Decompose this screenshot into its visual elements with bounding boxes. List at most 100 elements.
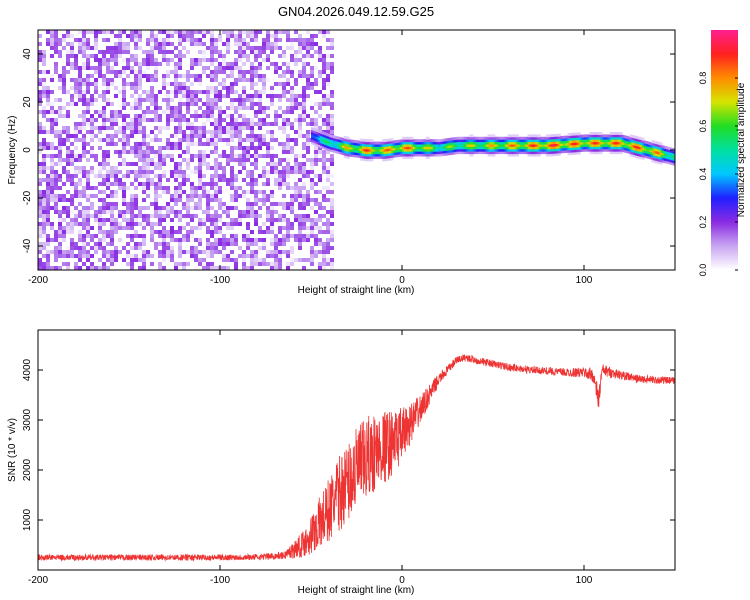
- ridge-cell: [665, 148, 669, 152]
- ridge-cell: [631, 137, 634, 141]
- noise-cell: [210, 138, 214, 142]
- noise-cell: [322, 70, 326, 74]
- noise-cell: [310, 262, 314, 266]
- noise-cell: [122, 30, 126, 34]
- ridge-cell: [456, 146, 459, 150]
- noise-cell: [74, 102, 78, 106]
- ridge-cell: [543, 148, 547, 152]
- ridge-cell: [547, 144, 550, 147]
- noise-cell: [98, 210, 102, 214]
- noise-cell: [94, 186, 98, 190]
- noise-cell: [314, 150, 318, 154]
- noise-cell: [290, 70, 294, 74]
- noise-cell: [110, 250, 114, 254]
- ridge-cell: [525, 139, 529, 143]
- noise-cell: [302, 102, 306, 106]
- noise-cell: [130, 150, 134, 154]
- ridge-cell: [587, 144, 590, 147]
- noise-cell: [302, 234, 306, 238]
- noise-cell: [274, 34, 278, 38]
- noise-cell: [90, 166, 94, 170]
- noise-cell: [162, 58, 166, 62]
- ridge-cell: [489, 134, 492, 138]
- ridge-cell: [554, 150, 558, 154]
- ridge-cell: [483, 146, 487, 150]
- ridge-cell: [420, 144, 423, 147]
- noise-cell: [206, 90, 210, 94]
- ridge-cell: [618, 136, 621, 140]
- ridge-cell: [531, 134, 534, 138]
- noise-cell: [302, 174, 306, 178]
- noise-cell: [298, 238, 302, 242]
- noise-cell: [270, 202, 274, 206]
- noise-cell: [66, 58, 70, 62]
- ridge-cell: [551, 146, 554, 150]
- ridge-cell: [465, 136, 469, 140]
- noise-cell: [222, 166, 226, 170]
- noise-cell: [274, 218, 278, 222]
- noise-cell: [70, 222, 74, 226]
- ridge-cell: [489, 148, 492, 152]
- ridge-cell: [487, 141, 490, 145]
- noise-cell: [298, 102, 302, 106]
- ridge-cell: [636, 136, 640, 140]
- noise-cell: [242, 118, 246, 122]
- ridge-cell: [553, 150, 556, 154]
- ridge-cell: [529, 141, 532, 145]
- ridge-cell: [409, 151, 412, 155]
- ridge-cell: [474, 146, 478, 150]
- noise-cell: [226, 42, 230, 46]
- ridge-cell: [380, 148, 383, 152]
- ridge-cell: [513, 146, 516, 150]
- noise-cell: [258, 258, 262, 262]
- noise-cell: [326, 102, 330, 106]
- ridge-cell: [556, 145, 560, 149]
- noise-cell: [214, 198, 218, 202]
- noise-cell: [70, 250, 74, 254]
- noise-cell: [38, 94, 42, 98]
- noise-cell: [274, 42, 278, 46]
- noise-cell: [82, 154, 86, 158]
- noise-cell: [58, 254, 62, 258]
- ridge-cell: [405, 151, 408, 155]
- colorbar-tick-label: 0.0: [698, 264, 708, 277]
- noise-cell: [134, 174, 138, 178]
- noise-cell: [130, 214, 134, 218]
- noise-cell: [114, 86, 118, 90]
- ridge-cell: [391, 140, 394, 144]
- noise-cell: [250, 190, 254, 194]
- noise-cell: [306, 54, 310, 58]
- noise-cell: [322, 34, 326, 38]
- ridge-cell: [513, 153, 516, 157]
- ridge-cell: [327, 136, 330, 139]
- ridge-cell: [534, 146, 538, 150]
- noise-cell: [178, 50, 182, 54]
- ridge-cell: [371, 144, 374, 147]
- ridge-cell: [658, 146, 661, 150]
- ridge-cell: [538, 144, 541, 147]
- noise-cell: [150, 234, 154, 238]
- noise-cell: [190, 42, 194, 46]
- ridge-cell: [611, 141, 614, 145]
- noise-cell: [58, 194, 62, 198]
- noise-cell: [46, 206, 50, 210]
- noise-cell: [198, 154, 202, 158]
- ridge-cell: [411, 144, 414, 147]
- noise-cell: [38, 258, 42, 262]
- ridge-cell: [654, 155, 658, 159]
- noise-cell: [270, 138, 274, 142]
- ridge-cell: [365, 153, 368, 157]
- noise-cell: [114, 134, 118, 138]
- noise-cell: [102, 122, 106, 126]
- noise-cell: [298, 94, 302, 98]
- noise-cell: [174, 174, 178, 178]
- noise-cell: [186, 150, 190, 154]
- ridge-cell: [527, 139, 530, 143]
- ridge-cell: [485, 136, 489, 140]
- noise-cell: [254, 74, 258, 78]
- noise-cell: [318, 238, 322, 242]
- ridge-cell: [471, 134, 474, 138]
- noise-cell: [118, 90, 122, 94]
- noise-cell: [134, 82, 138, 86]
- noise-cell: [166, 234, 170, 238]
